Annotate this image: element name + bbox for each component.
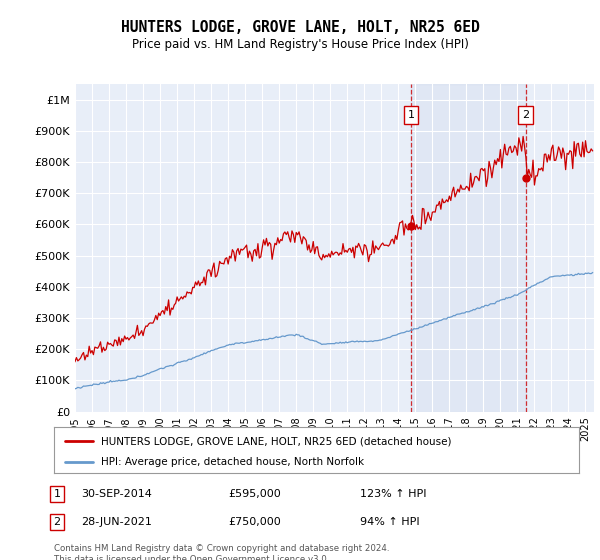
Text: £595,000: £595,000 [228,489,281,499]
Text: 2: 2 [53,517,61,527]
Text: 123% ↑ HPI: 123% ↑ HPI [360,489,427,499]
Text: Contains HM Land Registry data © Crown copyright and database right 2024.
This d: Contains HM Land Registry data © Crown c… [54,544,389,560]
Text: Price paid vs. HM Land Registry's House Price Index (HPI): Price paid vs. HM Land Registry's House … [131,38,469,50]
Text: HUNTERS LODGE, GROVE LANE, HOLT, NR25 6ED (detached house): HUNTERS LODGE, GROVE LANE, HOLT, NR25 6E… [101,436,452,446]
Text: 28-JUN-2021: 28-JUN-2021 [81,517,152,527]
Bar [411,84,526,412]
Text: 1: 1 [407,110,415,120]
Text: 2: 2 [523,110,529,120]
Text: 30-SEP-2014: 30-SEP-2014 [81,489,152,499]
Text: HPI: Average price, detached house, North Norfolk: HPI: Average price, detached house, Nort… [101,457,364,466]
Text: £750,000: £750,000 [228,517,281,527]
Text: 1: 1 [53,489,61,499]
Text: 94% ↑ HPI: 94% ↑ HPI [360,517,419,527]
Text: HUNTERS LODGE, GROVE LANE, HOLT, NR25 6ED: HUNTERS LODGE, GROVE LANE, HOLT, NR25 6E… [121,20,479,35]
